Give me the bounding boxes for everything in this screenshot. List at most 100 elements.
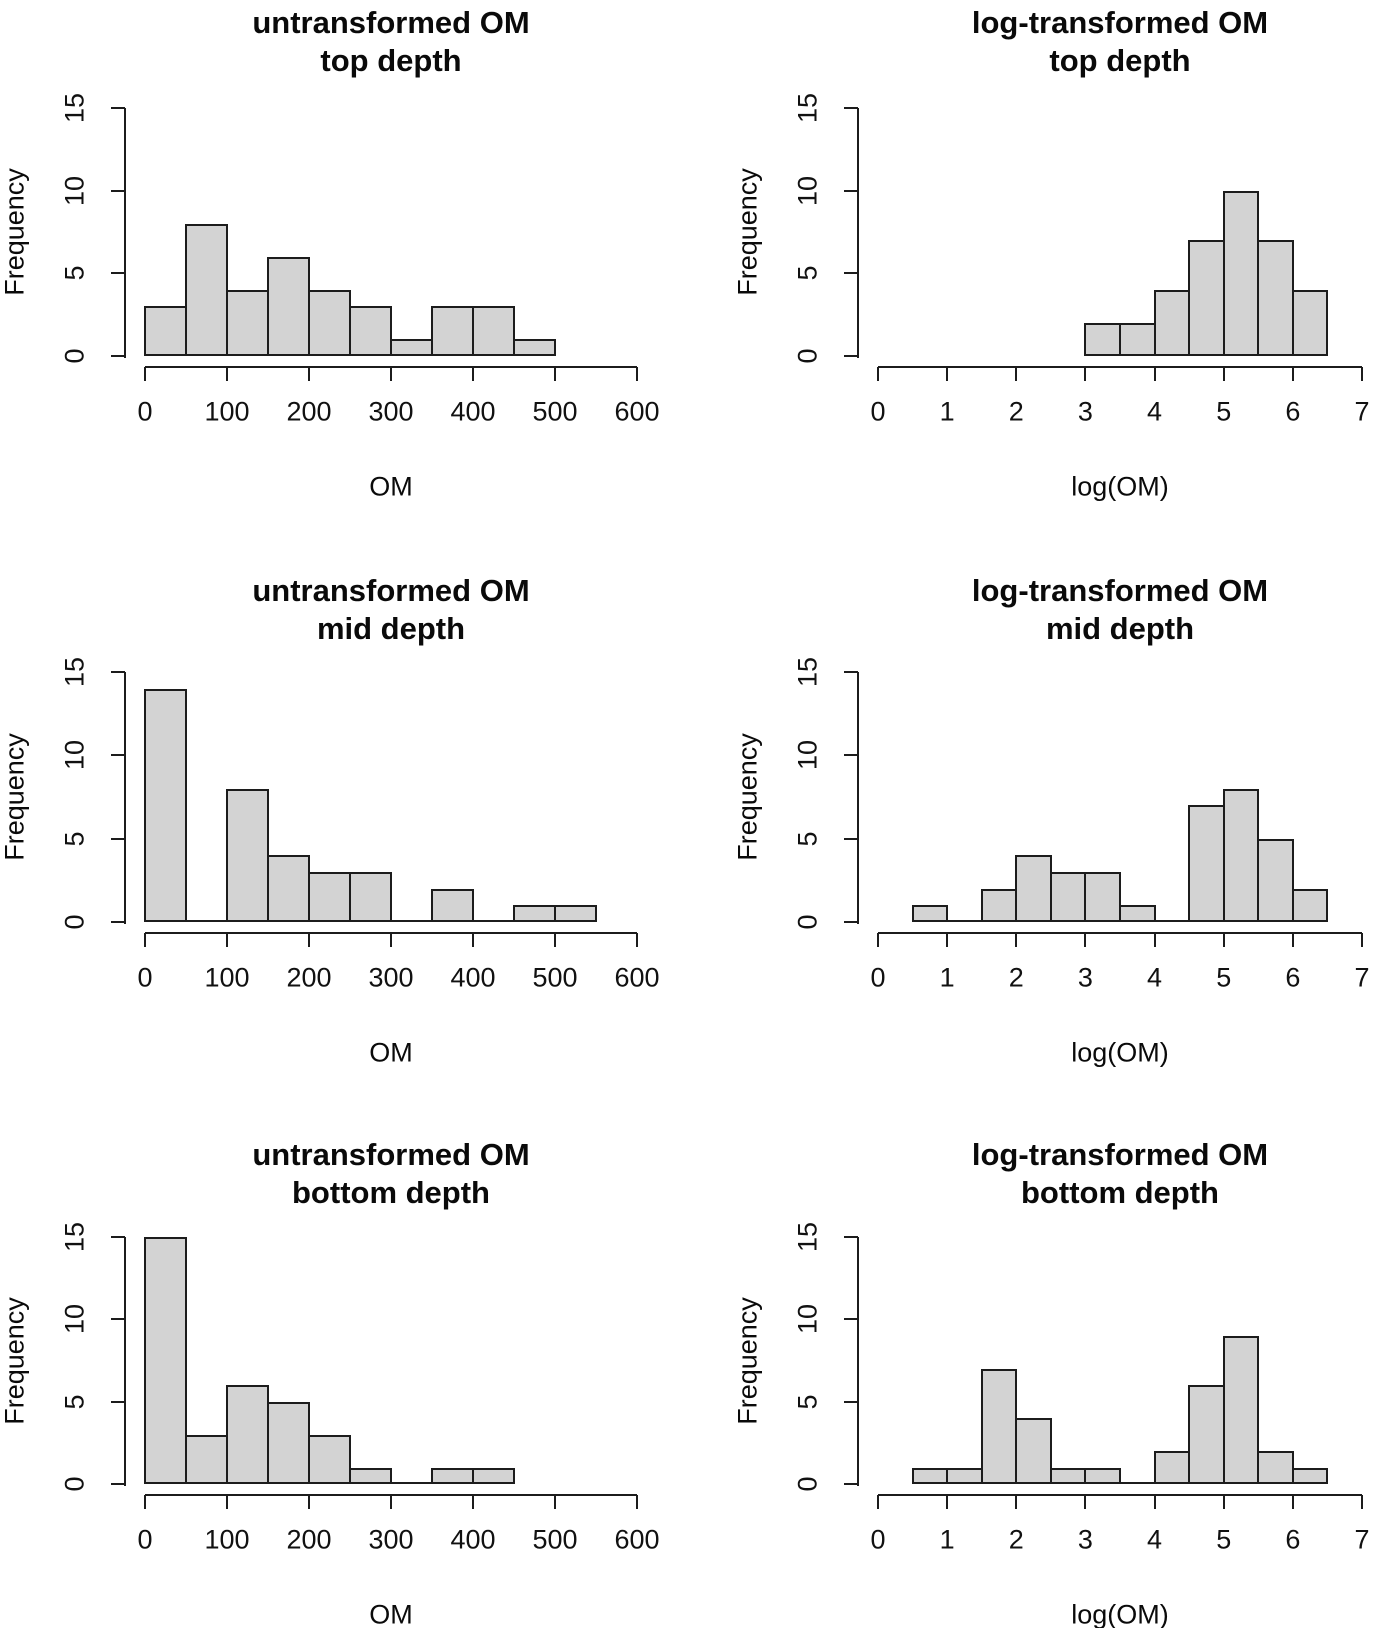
x-tick	[1153, 933, 1156, 947]
panel-title: untransformed OM bottom depth	[252, 1136, 529, 1212]
x-tick	[554, 933, 556, 947]
x-tick	[877, 933, 879, 947]
x-tick	[1361, 367, 1363, 381]
y-tick	[111, 272, 125, 275]
x-tick-label: 600	[614, 1524, 660, 1555]
x-tick	[1084, 367, 1087, 381]
x-tick-label: 6	[1285, 396, 1301, 427]
panel-title-line1: log-transformed OM	[971, 1137, 1269, 1172]
panel-title-line1: log-transformed OM	[971, 573, 1269, 608]
x-axis-label: OM	[369, 471, 413, 502]
x-axis-line	[878, 366, 1362, 368]
histogram-bar	[1291, 888, 1329, 922]
x-tick-label: 7	[1354, 1524, 1370, 1555]
x-tick	[1084, 1495, 1087, 1509]
x-tick	[472, 933, 474, 947]
x-tick	[390, 367, 392, 381]
x-axis-label: log(OM)	[1071, 1037, 1169, 1068]
panel-title-line2: bottom depth	[1020, 1175, 1220, 1210]
x-tick	[144, 367, 146, 381]
x-tick-label: 3	[1077, 396, 1093, 427]
histogram-bar	[1257, 1451, 1294, 1484]
x-tick	[946, 933, 949, 947]
panel-title: untransformed OM mid depth	[252, 572, 529, 648]
histogram-bar	[144, 306, 187, 356]
y-tick	[111, 1483, 125, 1485]
x-tick	[636, 367, 638, 381]
histogram-bar	[267, 855, 310, 922]
x-tick-label: 200	[286, 962, 332, 993]
y-tick	[844, 355, 858, 357]
x-tick	[144, 933, 146, 947]
x-tick-label: 6	[1285, 1524, 1301, 1555]
y-tick	[111, 355, 125, 357]
x-tick-label: 0	[870, 1524, 886, 1555]
histogram-bar	[1188, 1385, 1225, 1484]
y-tick	[111, 921, 125, 923]
x-tick	[877, 367, 879, 381]
x-axis-line	[878, 1494, 1362, 1496]
histogram-bar	[144, 1237, 187, 1484]
x-tick-label: 600	[614, 396, 660, 427]
y-tick	[111, 754, 125, 757]
x-tick-label: 7	[1354, 962, 1370, 993]
y-axis-line	[857, 1237, 859, 1486]
x-axis-label: OM	[369, 1037, 413, 1068]
x-tick	[1015, 1495, 1018, 1509]
panel-title-line2: mid depth	[1045, 611, 1195, 646]
histogram-bar	[1049, 1467, 1087, 1484]
x-tick	[554, 1495, 556, 1509]
x-tick	[308, 1495, 310, 1509]
y-tick	[844, 754, 858, 757]
x-tick-label: 5	[1216, 1524, 1232, 1555]
x-tick-label: 200	[286, 396, 332, 427]
y-axis-line	[124, 672, 126, 924]
histogram-bar	[431, 306, 474, 356]
histogram-bar	[1222, 190, 1260, 356]
x-tick-label: 0	[870, 962, 886, 993]
x-tick	[554, 367, 556, 381]
histogram-bar	[1188, 240, 1225, 356]
histogram-bar	[1153, 1451, 1191, 1484]
x-tick-label: 4	[1147, 1524, 1163, 1555]
histogram-bar	[1084, 1467, 1121, 1484]
histogram-bar	[226, 788, 269, 922]
histogram-bar	[1015, 1418, 1052, 1484]
x-tick	[636, 933, 638, 947]
x-tick-label: 4	[1147, 396, 1163, 427]
x-tick-label: 7	[1354, 396, 1370, 427]
x-tick	[946, 1495, 949, 1509]
x-tick-label: 400	[450, 962, 496, 993]
y-tick	[111, 1400, 125, 1403]
x-tick	[877, 1495, 879, 1509]
x-tick-label: 200	[286, 1524, 332, 1555]
x-axis-label: log(OM)	[1071, 1599, 1169, 1628]
x-tick-label: 0	[870, 396, 886, 427]
x-tick-label: 2	[1008, 396, 1024, 427]
x-tick-label: 300	[368, 396, 414, 427]
x-tick	[1222, 367, 1225, 381]
panel-title-line2: top depth	[1049, 43, 1191, 78]
x-tick-label: 100	[204, 1524, 250, 1555]
y-axis-line	[857, 108, 859, 358]
histogram-bar	[980, 1368, 1018, 1484]
x-tick	[390, 1495, 392, 1509]
histogram-bar	[911, 905, 949, 922]
histogram-bar	[267, 1401, 310, 1484]
histogram-bar	[911, 1467, 949, 1484]
x-tick-label: 6	[1285, 962, 1301, 993]
x-tick-label: 300	[368, 962, 414, 993]
y-tick	[844, 1400, 858, 1403]
panel-title: log-transformed OM mid depth	[972, 572, 1268, 648]
y-tick-label: 15	[792, 1221, 823, 1253]
x-tick	[308, 933, 310, 947]
x-tick-label: 2	[1008, 1524, 1024, 1555]
panel-title-line1: log-transformed OM	[971, 5, 1269, 40]
x-tick-label: 300	[368, 1524, 414, 1555]
histogram-bar	[1084, 322, 1121, 356]
histogram-bar	[980, 888, 1018, 922]
y-tick	[111, 189, 125, 192]
